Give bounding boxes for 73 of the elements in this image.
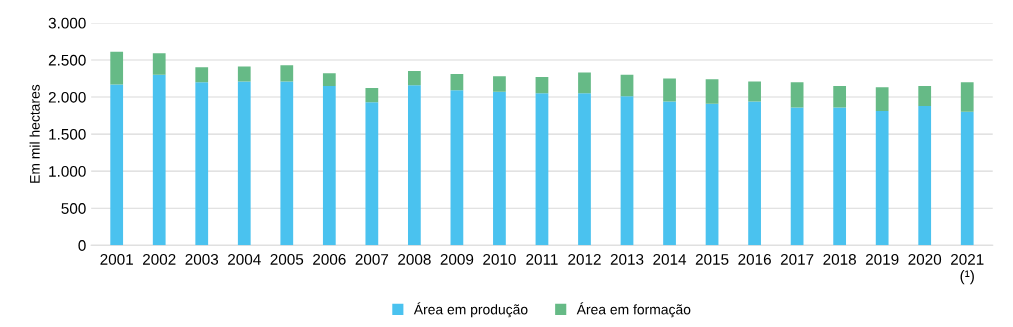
x-tick-label: 2016 (738, 253, 771, 265)
bar (790, 107, 804, 246)
bar (833, 85, 847, 108)
bar (578, 72, 591, 94)
bar (790, 82, 804, 108)
bar (365, 102, 379, 246)
bar (237, 81, 251, 246)
x-tick-label: 2009 (440, 253, 474, 265)
bar (280, 65, 294, 82)
bar (280, 81, 294, 246)
x-tick-label: 2013 (610, 253, 644, 265)
x-tick-label: 2004 (228, 253, 261, 265)
legend-label: Área em formação (576, 302, 691, 318)
y-tick-label: 500 (61, 203, 86, 214)
bar (620, 74, 634, 97)
bar (322, 85, 336, 246)
bar (620, 96, 634, 246)
bar (237, 66, 251, 82)
bar (960, 111, 974, 246)
bar (960, 82, 974, 112)
bar (833, 107, 847, 246)
x-tick-label: 2017 (780, 253, 814, 265)
y-tick-label: 3.000 (48, 17, 86, 29)
bar (110, 51, 124, 85)
x-tick-label: 2012 (568, 253, 601, 265)
bar (493, 76, 506, 92)
bar (450, 74, 464, 91)
x-tick-label: 2021 (¹) (951, 253, 984, 285)
x-tick-label: 2002 (142, 253, 176, 265)
x-tick-label: 2010 (483, 253, 516, 265)
x-tick-label: 2005 (270, 253, 304, 265)
bar (663, 101, 676, 246)
y-tick-label: 1.000 (49, 166, 86, 177)
x-tick-label: 2006 (313, 253, 346, 265)
bar (408, 85, 421, 246)
bar (493, 91, 506, 246)
y-tick-label: 0 (78, 240, 86, 251)
bar (535, 93, 549, 246)
bar (918, 85, 932, 106)
bar (578, 93, 591, 246)
bar (875, 111, 889, 246)
x-tick-label: 2014 (653, 253, 687, 265)
y-tick-label: 2.500 (48, 54, 86, 66)
bar (195, 67, 209, 83)
bar (152, 74, 166, 246)
y-axis-title: Em mil hectares (29, 84, 40, 183)
x-tick-label: 2015 (695, 253, 729, 265)
bar (918, 105, 932, 246)
bar (748, 101, 761, 246)
y-tick-label: 2.000 (48, 91, 86, 103)
legend-label: Área em produção (413, 302, 528, 318)
x-tick-label: 2020 (908, 253, 942, 265)
bar (748, 81, 761, 102)
x-tick-label: 2001 (100, 253, 133, 265)
bar (408, 71, 421, 86)
bar (110, 84, 124, 246)
x-tick-label: 2018 (823, 253, 856, 265)
bar (365, 88, 379, 103)
bar (195, 82, 209, 246)
bar (875, 87, 889, 112)
x-tick-label: 2019 (865, 253, 899, 265)
bar (705, 79, 719, 104)
bar (705, 103, 719, 246)
bar (322, 73, 336, 86)
y-tick-label: 1.500 (49, 128, 86, 140)
bar (663, 78, 676, 102)
bar (450, 90, 464, 246)
bar (535, 77, 549, 94)
bar (152, 53, 166, 75)
x-tick-label: 2011 (526, 253, 558, 265)
x-tick-label: 2008 (398, 253, 431, 265)
x-tick-label: 2007 (355, 253, 389, 265)
x-tick-label: 2003 (185, 253, 219, 265)
